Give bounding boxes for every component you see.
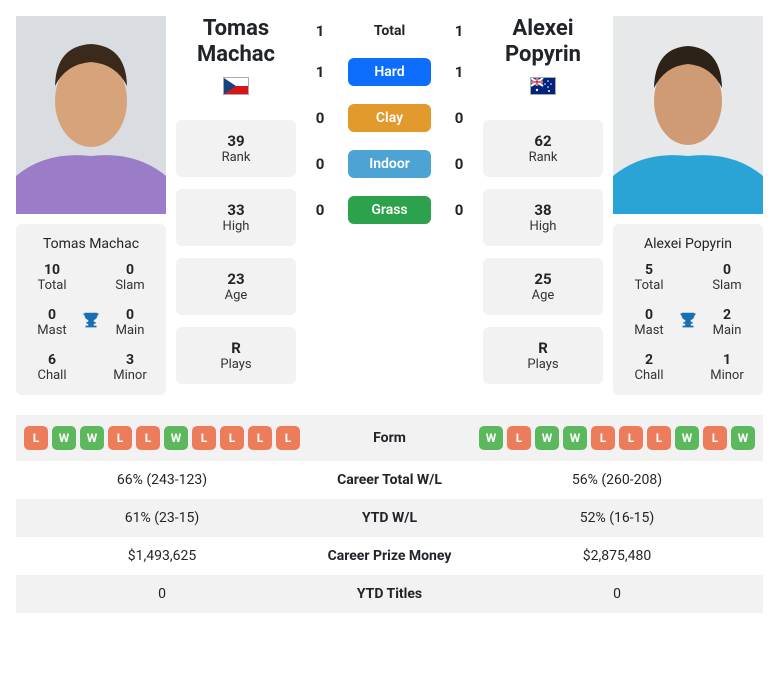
form-loss-badge: L <box>591 426 615 450</box>
comparison-row: 0YTD Titles0 <box>16 575 763 613</box>
player1-titles-card: Tomas Machac 10Total 0Slam 0Mast 0Main 6… <box>16 224 166 395</box>
player2-high: 38High <box>483 189 603 246</box>
form-loss-badge: L <box>619 426 643 450</box>
form-loss-badge: L <box>24 426 48 450</box>
form-win-badge: W <box>52 426 76 450</box>
player2-photo <box>613 16 763 214</box>
comparison-row: LWWLLWLLLLFormWLWWLLLWLW <box>16 415 763 461</box>
form-win-badge: W <box>479 426 503 450</box>
surface-row: 1 Hard 1 <box>306 58 473 86</box>
form-loss-badge: L <box>703 426 727 450</box>
comparison-p2: 56% (260-208) <box>471 461 763 499</box>
surface-row: 0 Clay 0 <box>306 104 473 132</box>
trophy-icon <box>677 310 699 336</box>
comparison-p1: $1,493,625 <box>16 537 308 575</box>
form-loss-badge: L <box>136 426 160 450</box>
form-strip: LWWLLWLLLL <box>24 426 300 450</box>
player1-rank: 39Rank <box>176 120 296 177</box>
player1-name: Tomas Machac <box>176 16 296 69</box>
surface-p2-score: 1 <box>445 22 473 40</box>
player1-age: 23Age <box>176 258 296 315</box>
surface-p1-score: 0 <box>306 201 334 219</box>
surface-p1-score: 1 <box>306 22 334 40</box>
form-loss-badge: L <box>276 426 300 450</box>
form-loss-badge: L <box>220 426 244 450</box>
form-strip: WLWWLLLWLW <box>479 426 755 450</box>
surface-p2-score: 1 <box>445 63 473 81</box>
surface-p2-score: 0 <box>445 155 473 173</box>
surface-row: 1 Total 1 <box>306 22 473 40</box>
comparison-label: Career Total W/L <box>308 461 471 499</box>
flag-cz-icon <box>223 77 249 95</box>
surface-row: 0 Indoor 0 <box>306 150 473 178</box>
surface-label: Grass <box>348 196 431 224</box>
surface-p1-score: 1 <box>306 63 334 81</box>
surface-p2-score: 0 <box>445 201 473 219</box>
form-loss-badge: L <box>507 426 531 450</box>
player2-name: Alexei Popyrin <box>483 16 603 69</box>
form-win-badge: W <box>675 426 699 450</box>
form-win-badge: W <box>80 426 104 450</box>
form-loss-badge: L <box>248 426 272 450</box>
form-win-badge: W <box>563 426 587 450</box>
comparison-row: 61% (23-15)YTD W/L52% (16-15) <box>16 499 763 537</box>
comparison-p1: 0 <box>16 575 308 613</box>
form-win-badge: W <box>535 426 559 450</box>
surface-row: 0 Grass 0 <box>306 196 473 224</box>
player1-plays: RPlays <box>176 327 296 384</box>
comparison-p2: 0 <box>471 575 763 613</box>
surface-label: Hard <box>348 58 431 86</box>
surface-label: Total <box>348 23 431 39</box>
player2-plays: RPlays <box>483 327 603 384</box>
form-loss-badge: L <box>192 426 216 450</box>
form-win-badge: W <box>731 426 755 450</box>
surface-h2h: 1 Total 1 1 Hard 1 0 Clay 0 0 Indoor 0 0 Grass 0 <box>306 16 473 395</box>
surface-p1-score: 0 <box>306 109 334 127</box>
comparison-table: LWWLLWLLLLFormWLWWLLLWLW66% (243-123)Car… <box>16 415 763 613</box>
form-loss-badge: L <box>647 426 671 450</box>
comparison-row: $1,493,625Career Prize Money$2,875,480 <box>16 537 763 575</box>
player1-high: 33High <box>176 189 296 246</box>
player1-photo <box>16 16 166 214</box>
comparison-label: Form <box>308 415 471 461</box>
comparison-p2: $2,875,480 <box>471 537 763 575</box>
surface-p1-score: 0 <box>306 155 334 173</box>
comparison-label: YTD W/L <box>308 499 471 537</box>
comparison-p1: LWWLLWLLLL <box>16 415 308 461</box>
player2-rank: 62Rank <box>483 120 603 177</box>
surface-label: Clay <box>348 104 431 132</box>
form-loss-badge: L <box>108 426 132 450</box>
surface-label: Indoor <box>348 150 431 178</box>
comparison-row: 66% (243-123)Career Total W/L56% (260-20… <box>16 461 763 499</box>
player2-titles-card: Alexei Popyrin 5Total 0Slam 0Mast 2Main … <box>613 224 763 395</box>
player1-name-small: Tomas Machac <box>24 236 158 252</box>
player2-name-small: Alexei Popyrin <box>621 236 755 252</box>
comparison-label: Career Prize Money <box>308 537 471 575</box>
trophy-icon <box>80 310 102 336</box>
surface-p2-score: 0 <box>445 109 473 127</box>
comparison-p1: 61% (23-15) <box>16 499 308 537</box>
comparison-p2: WLWWLLLWLW <box>471 415 763 461</box>
comparison-p2: 52% (16-15) <box>471 499 763 537</box>
comparison-label: YTD Titles <box>308 575 471 613</box>
flag-au-icon <box>530 77 556 95</box>
comparison-p1: 66% (243-123) <box>16 461 308 499</box>
player2-age: 25Age <box>483 258 603 315</box>
form-win-badge: W <box>164 426 188 450</box>
